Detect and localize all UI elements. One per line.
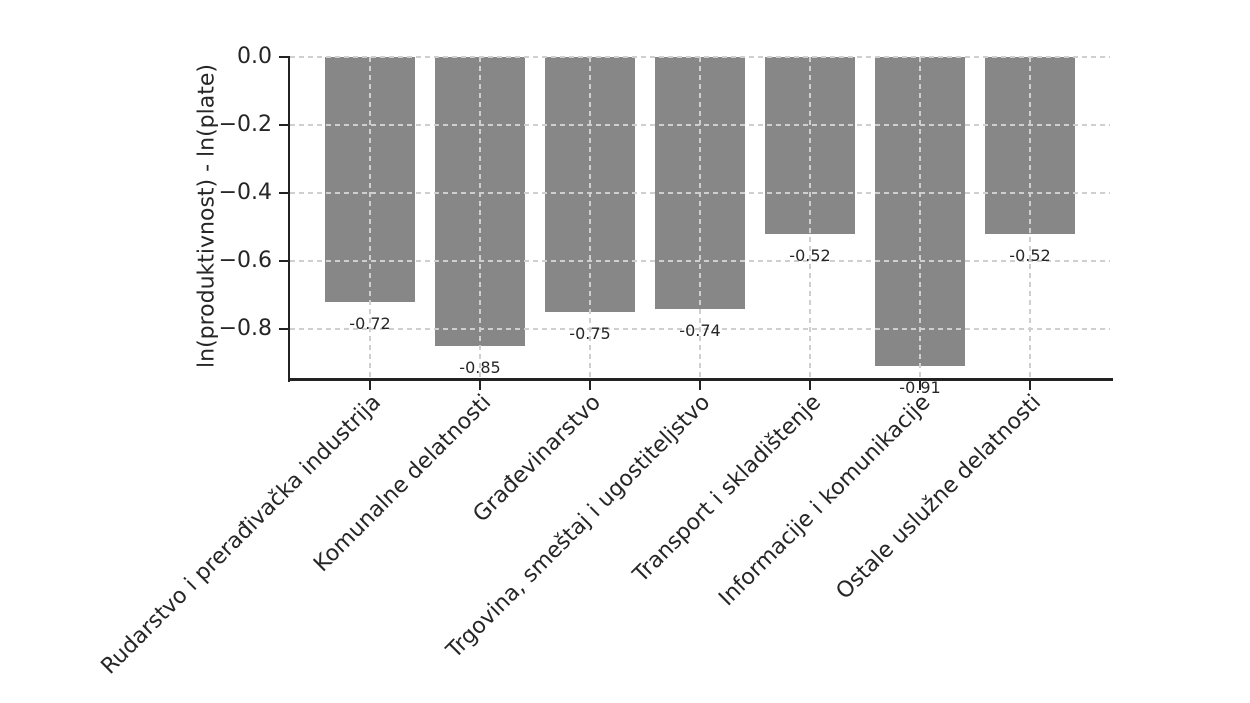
y-tickmark xyxy=(278,259,288,263)
gridline-vertical xyxy=(369,57,371,379)
x-tickmark xyxy=(918,380,922,390)
y-axis-spine xyxy=(287,56,290,382)
x-tick-label: Transport i skladištenje xyxy=(628,390,826,588)
y-tickmark xyxy=(278,327,288,331)
bar-value-label: -0.74 xyxy=(679,320,721,340)
x-tickmark xyxy=(808,380,812,390)
x-axis-spine xyxy=(287,378,1113,381)
x-tick-label: Informacije i komunikacije xyxy=(714,390,936,612)
y-axis-label: ln(produktivnost) - ln(plate) xyxy=(194,64,220,368)
gridline-vertical xyxy=(479,57,481,379)
bar-value-label: -0.52 xyxy=(789,245,831,265)
bar-value-label: -0.75 xyxy=(569,324,611,344)
bar-value-label: -0.85 xyxy=(459,358,501,378)
bar-value-label: -0.52 xyxy=(1009,245,1051,265)
bar-value-label: -0.72 xyxy=(349,313,391,333)
y-tick-label: −0.2 xyxy=(218,112,272,137)
y-tick-label: −0.4 xyxy=(218,180,272,205)
y-tickmark xyxy=(278,55,288,59)
x-tick-label: Ostale uslužne delatnosti xyxy=(831,390,1046,605)
gridline-vertical xyxy=(699,57,701,379)
x-tickmark xyxy=(1028,380,1032,390)
gridline-vertical xyxy=(589,57,591,379)
x-tickmark xyxy=(698,380,702,390)
y-tick-label: 0.0 xyxy=(237,44,272,69)
y-tick-label: −0.6 xyxy=(218,248,272,273)
y-tickmark xyxy=(278,191,288,195)
x-tickmark xyxy=(368,380,372,390)
gridline-vertical xyxy=(1029,57,1031,379)
x-tickmark xyxy=(588,380,592,390)
y-tickmark xyxy=(278,123,288,127)
x-tickmark xyxy=(478,380,482,390)
gridline-vertical xyxy=(919,57,921,379)
x-tick-label: Komunalne delatnosti xyxy=(308,390,496,578)
bar-value-label: -0.91 xyxy=(899,378,941,398)
gridline-vertical xyxy=(809,57,811,379)
y-tick-label: −0.8 xyxy=(218,316,272,342)
